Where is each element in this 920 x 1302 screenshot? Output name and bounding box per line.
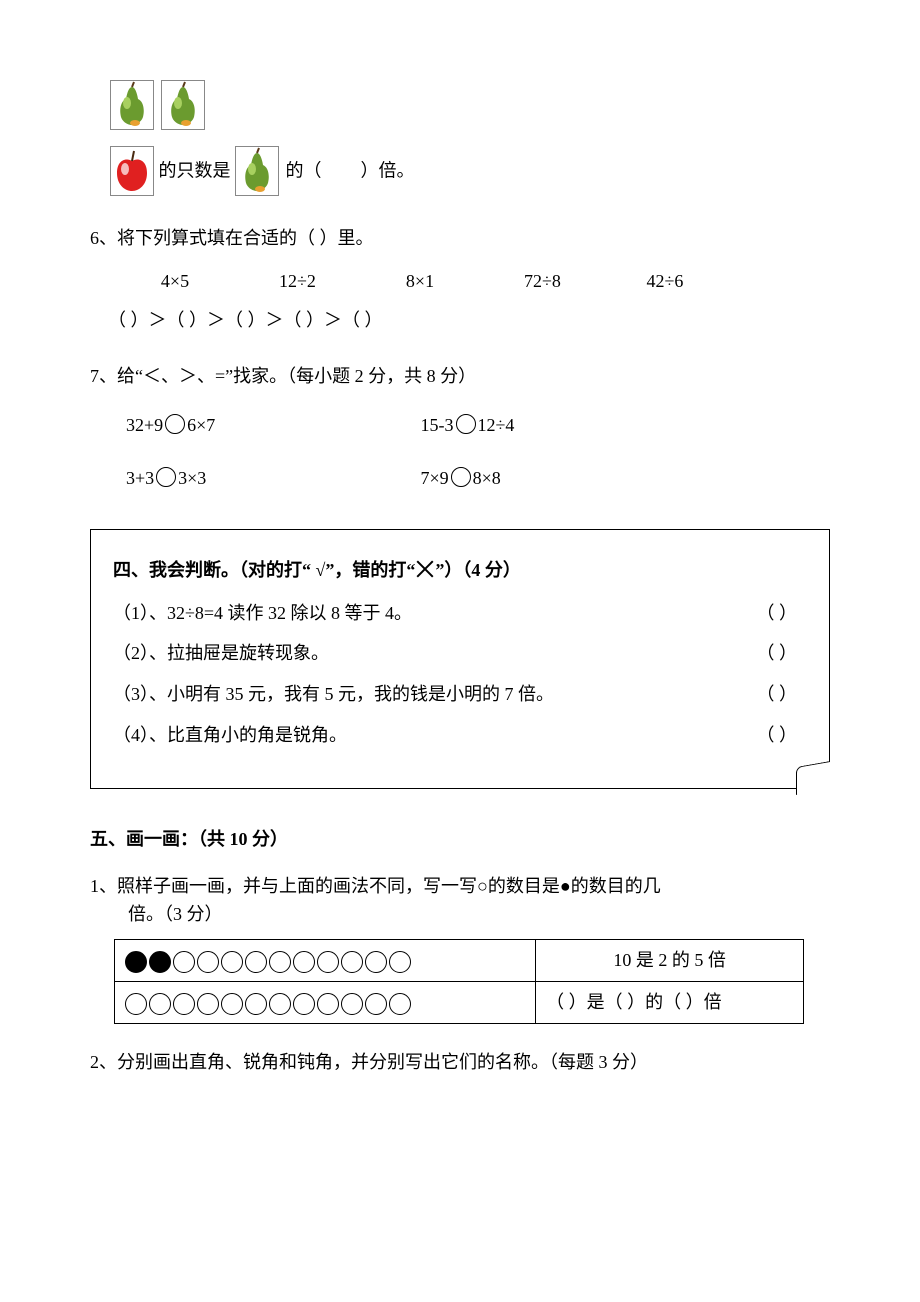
judge-item-4: （4）、比直角小的角是锐角。 （ ） <box>113 721 807 750</box>
filled-circle-icon <box>125 951 147 973</box>
open-circle-icon <box>245 993 267 1015</box>
judge-blank-3[interactable]: （ ） <box>757 680 808 709</box>
judge-text-3: （3）、小明有 35 元，我有 5 元，我的钱是小明的 7 倍。 <box>113 680 554 709</box>
q7-r1c1-right: 6×7 <box>187 415 215 435</box>
open-circle-icon <box>245 951 267 973</box>
q7-r2c2-right: 8×8 <box>473 468 501 488</box>
open-circle-icon <box>173 993 195 1015</box>
judge-item-1: （1）、32÷8=4 读作 32 除以 8 等于 4。 （ ） <box>113 599 807 628</box>
q51-line2: 倍。（3 分） <box>128 900 830 929</box>
open-circle-icon <box>269 993 291 1015</box>
apple-icon <box>110 146 154 196</box>
open-circle-icon <box>149 993 171 1015</box>
q7-row-1: 32+9 6×7 15-3 12÷4 <box>126 411 830 440</box>
q5-pear-row <box>110 80 830 130</box>
q51-line1: 1、照样子画一画，并与上面的画法不同，写一写○的数目是●的数目的几 <box>90 872 830 901</box>
question-5-1: 1、照样子画一画，并与上面的画法不同，写一写○的数目是●的数目的几 倍。（3 分… <box>90 872 830 930</box>
open-circle-icon <box>221 951 243 973</box>
judge-item-2: （2）、拉抽屉是旋转现象。 （ ） <box>113 639 807 668</box>
row1-text: 10 是 2 的 5 倍 <box>536 940 804 982</box>
open-circle-icon <box>341 993 363 1015</box>
judge-text-4: （4）、比直角小的角是锐角。 <box>113 721 347 750</box>
pear-icon <box>235 146 279 196</box>
row2-dots[interactable] <box>115 981 536 1023</box>
question-6: 6、将下列算式填在合适的（ ）里。 4×5 12÷2 8×1 72÷8 42÷6… <box>90 224 830 334</box>
open-circle-icon <box>365 951 387 973</box>
q7-r1c2-left: 15-3 <box>421 415 454 435</box>
q5-text-2: 的（ <box>286 161 322 181</box>
section-5-title: 五、画一画：（共 10 分） <box>90 825 830 854</box>
pear-icon <box>161 80 205 130</box>
judge-text-2: （2）、拉抽屉是旋转现象。 <box>113 639 329 668</box>
judge-blank-2[interactable]: （ ） <box>757 639 808 668</box>
open-circle-icon <box>293 993 315 1015</box>
question-5-2: 2、分别画出直角、锐角和钝角，并分别写出它们的名称。（每题 3 分） <box>90 1048 830 1077</box>
open-circle-icon <box>365 993 387 1015</box>
row1-dots <box>115 940 536 982</box>
s4-title-part-b: ”）（4 分） <box>435 560 521 580</box>
open-circle-icon <box>125 993 147 1015</box>
judge-blank-1[interactable]: （ ） <box>757 599 808 628</box>
q7-title: 7、给“＜、＞、=”找家。（每小题 2 分，共 8 分） <box>90 362 830 391</box>
q6-title: 6、将下列算式填在合适的（ ）里。 <box>90 224 830 253</box>
open-circle-icon <box>317 993 339 1015</box>
q6-expr-3: 8×1 <box>365 267 475 296</box>
q7-r1c1-left: 32+9 <box>126 415 163 435</box>
filled-circle-icon <box>149 951 171 973</box>
table-row: 10 是 2 的 5 倍 <box>115 940 804 982</box>
open-circle-icon <box>389 951 411 973</box>
q7-r2c2-left: 7×9 <box>421 468 449 488</box>
judge-item-3: （3）、小明有 35 元，我有 5 元，我的钱是小明的 7 倍。 （ ） <box>113 680 807 709</box>
q6-blanks-row[interactable]: （ ）＞（ ）＞（ ）＞（ ）＞（ ） <box>108 306 830 335</box>
compare-blank[interactable] <box>165 414 185 434</box>
page-curl-icon <box>796 761 830 789</box>
open-circle-icon <box>269 951 291 973</box>
q7-r2c1-left: 3+3 <box>126 468 154 488</box>
q6-expr-1: 4×5 <box>120 267 230 296</box>
open-circle-icon <box>197 993 219 1015</box>
q6-expr-4: 72÷8 <box>488 267 598 296</box>
q5-statement: 的只数是 的（ ）倍。 <box>110 146 830 196</box>
s4-title-part-a: 四、我会判断。（对的打“ √”，错的打“ <box>113 560 415 580</box>
table-row: （ ）是（ ）的（ ）倍 <box>115 981 804 1023</box>
q5-text-3: ）倍。 <box>361 161 415 181</box>
open-circle-icon <box>293 951 315 973</box>
open-circle-icon <box>197 951 219 973</box>
question-7: 7、给“＜、＞、=”找家。（每小题 2 分，共 8 分） 32+9 6×7 15-… <box>90 362 830 492</box>
q6-expr-5: 42÷6 <box>610 267 720 296</box>
q6-expressions: 4×5 12÷2 8×1 72÷8 42÷6 <box>120 267 830 296</box>
judge-blank-4[interactable]: （ ） <box>757 721 808 750</box>
q7-r2c1-right: 3×3 <box>178 468 206 488</box>
section-4-judgement-box: 四、我会判断。（对的打“ √”，错的打“ ”）（4 分） （1）、32÷8=4 读… <box>90 529 830 789</box>
section-4-title: 四、我会判断。（对的打“ √”，错的打“ ”）（4 分） <box>113 556 807 585</box>
open-circle-icon <box>173 951 195 973</box>
open-circle-icon <box>389 993 411 1015</box>
open-circle-icon <box>221 993 243 1015</box>
q6-expr-2: 12÷2 <box>243 267 353 296</box>
q5-text-1: 的只数是 <box>159 161 231 181</box>
open-circle-icon <box>341 951 363 973</box>
judge-text-1: （1）、32÷8=4 读作 32 除以 8 等于 4。 <box>113 599 412 628</box>
q7-row-2: 3+3 3×3 7×9 8×8 <box>126 464 830 493</box>
compare-blank[interactable] <box>456 414 476 434</box>
pear-icon <box>110 80 154 130</box>
x-mark-icon <box>415 559 435 579</box>
q7-r1c2-right: 12÷4 <box>478 415 515 435</box>
row2-text[interactable]: （ ）是（ ）的（ ）倍 <box>536 981 804 1023</box>
compare-blank[interactable] <box>156 467 176 487</box>
compare-blank[interactable] <box>451 467 471 487</box>
circle-count-table: 10 是 2 的 5 倍 （ ）是（ ）的（ ）倍 <box>114 939 804 1024</box>
open-circle-icon <box>317 951 339 973</box>
